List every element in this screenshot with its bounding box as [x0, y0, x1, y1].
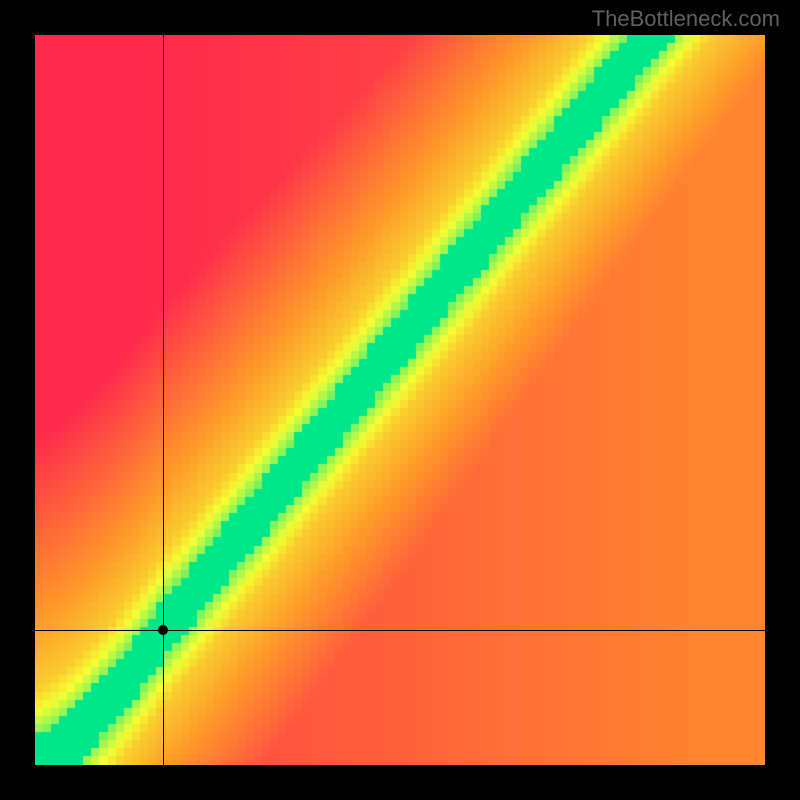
crosshair-marker [158, 625, 168, 635]
crosshair-vertical [163, 35, 164, 765]
crosshair-horizontal [35, 630, 765, 631]
watermark-text: TheBottleneck.com [592, 6, 780, 32]
heatmap-plot [35, 35, 765, 765]
heatmap-canvas [35, 35, 765, 765]
